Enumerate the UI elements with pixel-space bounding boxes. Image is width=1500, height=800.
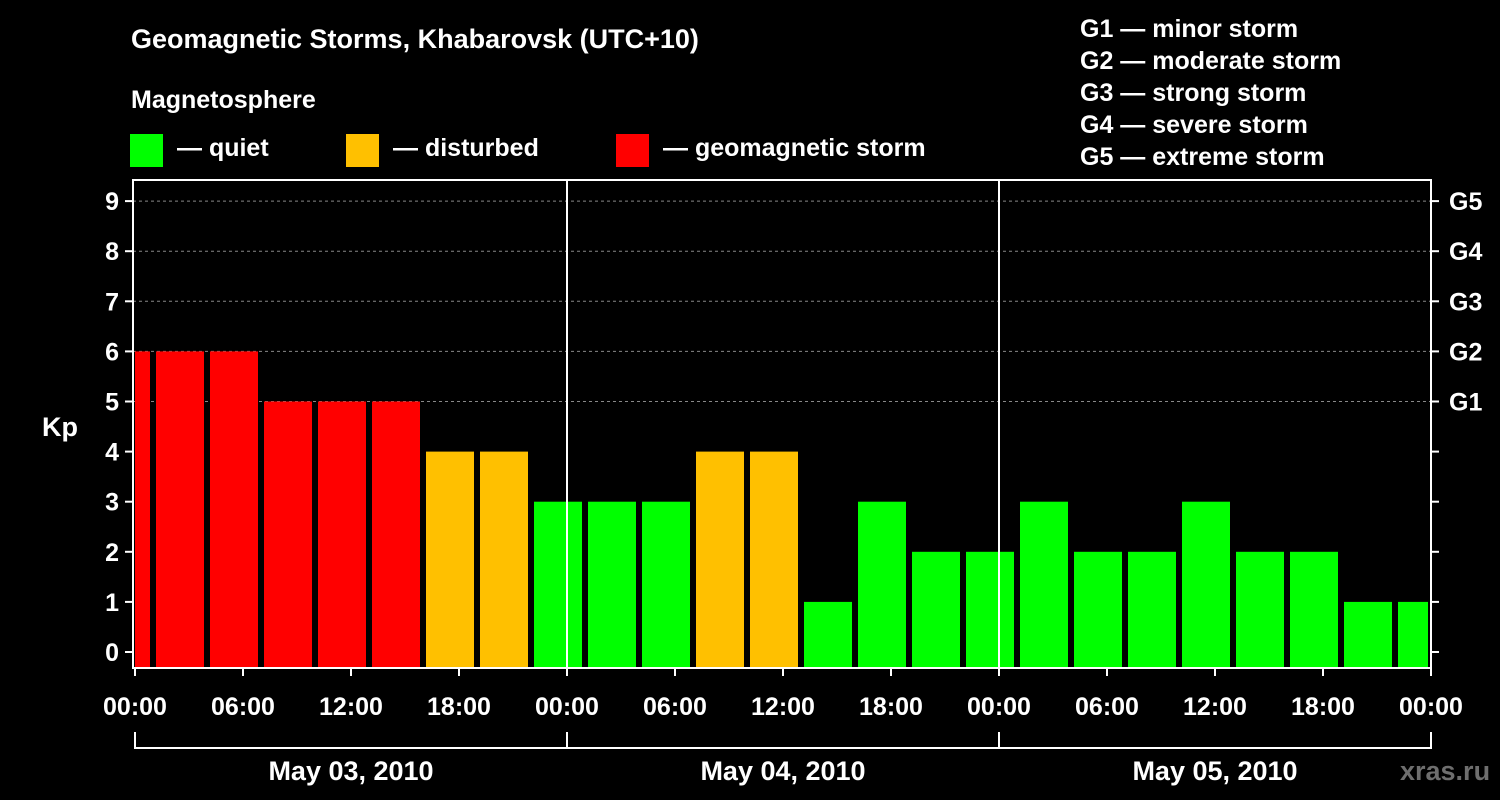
y-tick-label: 0 — [105, 639, 119, 667]
bar-16 — [966, 551, 1014, 668]
legend-swatch-quiet — [130, 134, 163, 167]
x-tick-label: 06:00 — [1075, 693, 1139, 721]
x-tick-label: 00:00 — [535, 693, 599, 721]
bar-12 — [750, 451, 798, 668]
scale-legend-g5: G5 — extreme storm — [1080, 143, 1325, 171]
scale-legend-g3: G3 — strong storm — [1080, 79, 1307, 107]
g-scale-label: G2 — [1449, 338, 1482, 366]
legend-swatch-disturbed — [346, 134, 379, 167]
bar-0 — [135, 351, 150, 668]
y-tick-label: 3 — [105, 489, 119, 517]
x-tick-label: 12:00 — [751, 693, 815, 721]
bar-14 — [858, 501, 906, 668]
day-label: May 03, 2010 — [268, 756, 433, 786]
scale-legend-g4: G4 — severe storm — [1080, 111, 1308, 139]
x-tick-label: 12:00 — [319, 693, 383, 721]
bar-21 — [1236, 551, 1284, 668]
bar-23 — [1344, 601, 1392, 668]
y-tick-label: 8 — [105, 238, 119, 266]
legend-swatch-storm — [616, 134, 649, 167]
bar-8 — [534, 501, 582, 668]
bar-24 — [1398, 601, 1428, 668]
bar-13 — [804, 601, 852, 668]
x-tick-label: 00:00 — [103, 693, 167, 721]
bar-5 — [372, 401, 420, 668]
legend-label-storm: — geomagnetic storm — [663, 134, 926, 162]
legend-label-quiet: — quiet — [177, 134, 269, 162]
x-tick-label: 06:00 — [211, 693, 275, 721]
x-tick-label: 18:00 — [427, 693, 491, 721]
bar-18 — [1074, 551, 1122, 668]
day-bracket-2 — [998, 732, 1432, 749]
y-tick-label: 6 — [105, 338, 119, 366]
bar-19 — [1128, 551, 1176, 668]
x-tick-label: 00:00 — [1399, 693, 1463, 721]
y-tick-label: 1 — [105, 589, 119, 617]
day-label: May 04, 2010 — [700, 756, 865, 786]
y-tick-label: 4 — [105, 439, 119, 467]
x-tick-label: 12:00 — [1183, 693, 1247, 721]
watermark: xras.ru — [1400, 756, 1491, 786]
y-tick-label: 9 — [105, 188, 119, 216]
x-tick-label: 06:00 — [643, 693, 707, 721]
x-tick-label: 18:00 — [1291, 693, 1355, 721]
g-scale-label: G3 — [1449, 288, 1482, 316]
bar-20 — [1182, 501, 1230, 668]
bar-2 — [210, 351, 258, 668]
bar-9 — [588, 501, 636, 668]
bar-4 — [318, 401, 366, 668]
bar-1 — [156, 351, 204, 668]
bar-22 — [1290, 551, 1338, 668]
scale-legend-g1: G1 — minor storm — [1080, 15, 1299, 43]
bar-6 — [426, 451, 474, 668]
x-tick-label: 18:00 — [859, 693, 923, 721]
bar-7 — [480, 451, 528, 668]
chart-title: Geomagnetic Storms, Khabarovsk (UTC+10) — [131, 24, 699, 54]
g-scale-label: G1 — [1449, 389, 1482, 417]
bar-3 — [264, 401, 312, 668]
scale-legend-g2: G2 — moderate storm — [1080, 47, 1342, 75]
y-axis-label: Kp — [42, 412, 78, 442]
day-bracket-1 — [566, 732, 1000, 749]
y-tick-label: 7 — [105, 288, 119, 316]
x-tick-label: 00:00 — [967, 693, 1031, 721]
day-label: May 05, 2010 — [1132, 756, 1297, 786]
bar-17 — [1020, 501, 1068, 668]
legend-label-disturbed: — disturbed — [393, 134, 539, 162]
chart-subtitle: Magnetosphere — [131, 86, 316, 114]
y-tick-label: 2 — [105, 539, 119, 567]
bar-10 — [642, 501, 690, 668]
bar-11 — [696, 451, 744, 668]
g-scale-label: G5 — [1449, 188, 1482, 216]
y-tick-label: 5 — [105, 389, 119, 417]
bar-15 — [912, 551, 960, 668]
g-scale-label: G4 — [1449, 238, 1482, 266]
day-bracket-0 — [134, 732, 568, 749]
